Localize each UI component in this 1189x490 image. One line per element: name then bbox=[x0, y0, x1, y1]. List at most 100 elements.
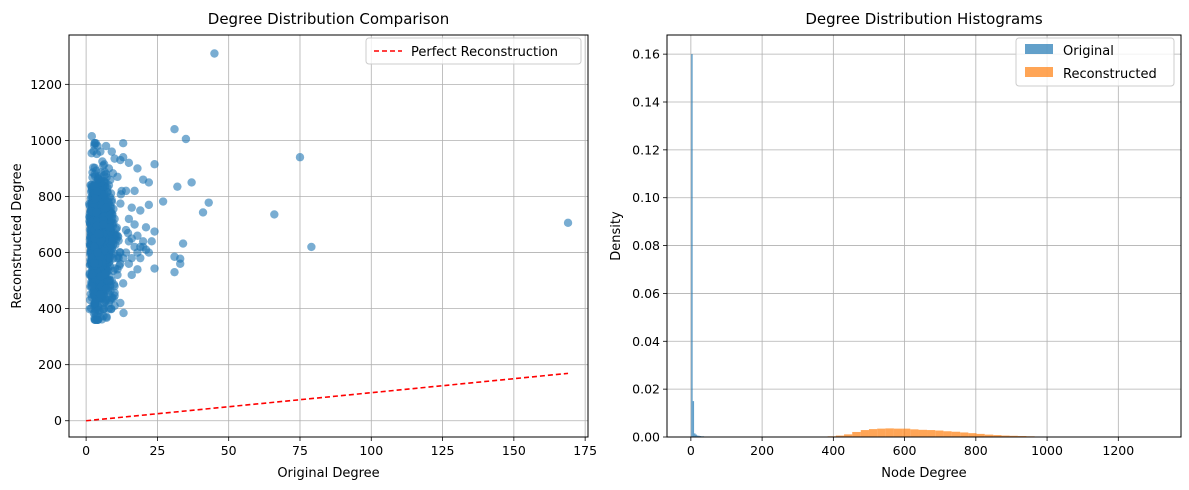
right-legend-box bbox=[1015, 37, 1175, 87]
scatter-point bbox=[87, 270, 97, 280]
original-histogram-bar bbox=[692, 401, 695, 437]
left-chart-title: Degree Distribution Comparison bbox=[208, 10, 449, 28]
left-y-tick-label: 400 bbox=[38, 301, 62, 316]
scatter-point bbox=[101, 284, 111, 294]
right-ticks: 0 200 400 600 800 1000 1200 0.00 0.02 0.04 0.06 0.0… bbox=[632, 47, 1134, 458]
left-ticks: 0 25 50 75 100 125 150 175 0 200 400 600 800 1000 1200 bbox=[30, 77, 597, 458]
left-plot-area bbox=[69, 35, 588, 437]
scatter-point bbox=[118, 279, 128, 288]
right-legend: Original Reconstructed bbox=[1015, 37, 1175, 87]
scatter-point bbox=[158, 197, 168, 206]
left-reference-line bbox=[86, 372, 569, 422]
scatter-point bbox=[113, 231, 122, 240]
perfect-reconstruction-line bbox=[86, 372, 569, 422]
reconstructed-histogram-bar bbox=[852, 431, 861, 437]
reconstructed-histogram-bar bbox=[893, 428, 903, 437]
left-y-tick-label: 200 bbox=[38, 357, 62, 372]
right-y-tick-label: 0.02 bbox=[632, 382, 660, 397]
scatter-point bbox=[101, 169, 111, 179]
scatter-point bbox=[92, 208, 101, 217]
scatter-point bbox=[204, 198, 213, 207]
right-plot-frame bbox=[666, 34, 1182, 438]
scatter-point bbox=[107, 276, 116, 285]
reconstructed-histogram-bar bbox=[844, 434, 853, 437]
left-gridlines bbox=[69, 35, 588, 437]
left-x-tick-label: 150 bbox=[502, 443, 526, 458]
scatter-point bbox=[100, 269, 110, 279]
right-y-tick-label: 0.10 bbox=[632, 190, 660, 205]
scatter-point bbox=[150, 227, 159, 236]
scatter-point bbox=[113, 172, 122, 182]
reconstructed-histogram-bar bbox=[835, 435, 845, 437]
right-plot-area bbox=[667, 35, 1181, 437]
scatter-point bbox=[90, 242, 99, 251]
scatter-point bbox=[170, 267, 179, 277]
scatter-point bbox=[116, 199, 125, 208]
right-x-tick-label: 400 bbox=[821, 443, 845, 458]
right-y-tick-label: 0.08 bbox=[632, 238, 660, 253]
scatter-point bbox=[110, 154, 119, 163]
scatter-point bbox=[108, 236, 117, 246]
scatter-point bbox=[270, 210, 279, 219]
scatter-point bbox=[173, 182, 182, 191]
scatter-point bbox=[124, 158, 134, 168]
left-legend-box bbox=[365, 37, 582, 65]
right-y-axis-label: Density bbox=[609, 211, 624, 261]
scatter-point bbox=[127, 270, 136, 280]
left-plot-frame bbox=[68, 34, 589, 438]
scatter-point bbox=[101, 203, 111, 212]
reconstructed-histogram-bar bbox=[968, 433, 977, 437]
scatter-point bbox=[127, 234, 136, 243]
scatter-point bbox=[104, 304, 114, 313]
scatter-point bbox=[144, 248, 154, 257]
scatter-point bbox=[96, 290, 105, 299]
scatter-point bbox=[147, 237, 156, 246]
left-y-axis-label: Reconstructed Degree bbox=[10, 163, 25, 308]
reconstructed-histogram-bar bbox=[951, 431, 961, 437]
left-y-tick-label: 800 bbox=[38, 189, 62, 204]
legend-reconstructed-swatch-icon bbox=[1025, 67, 1053, 77]
scatter-point bbox=[130, 220, 139, 229]
reconstructed-histogram-bar bbox=[927, 430, 936, 437]
reconstructed-histogram-bar bbox=[860, 430, 869, 437]
scatter-point bbox=[90, 298, 99, 308]
reconstructed-histogram-bar bbox=[1009, 435, 1018, 437]
reconstructed-histogram-bar bbox=[868, 429, 878, 437]
left-x-tick-label: 25 bbox=[149, 443, 165, 458]
scatter-point bbox=[181, 134, 191, 144]
original-histogram-bar bbox=[695, 434, 697, 437]
legend-reconstructed: Reconstructed bbox=[1063, 67, 1157, 82]
original-histogram-bar bbox=[696, 435, 699, 437]
scatter-point bbox=[124, 214, 134, 224]
scatter-point bbox=[178, 239, 188, 248]
right-y-tick-label: 0.12 bbox=[632, 142, 660, 157]
scatter-point bbox=[210, 49, 219, 58]
scatter-point bbox=[118, 253, 128, 263]
right-x-tick-label: 1000 bbox=[1031, 443, 1063, 458]
scatter-point bbox=[113, 265, 122, 274]
scatter-point bbox=[144, 200, 154, 210]
scatter-point bbox=[87, 132, 97, 141]
scatter-point bbox=[105, 223, 114, 232]
scatter-point bbox=[93, 229, 103, 239]
left-x-tick-label: 0 bbox=[82, 443, 90, 458]
right-y-tick-label: 0.04 bbox=[632, 334, 660, 349]
scatter-point bbox=[187, 178, 196, 187]
reconstructed-histogram-bar bbox=[984, 434, 994, 437]
left-x-tick-label: 175 bbox=[573, 443, 597, 458]
reconstructed-histogram-bar bbox=[960, 432, 969, 437]
left-x-tick-label: 50 bbox=[221, 443, 237, 458]
scatter-point bbox=[90, 139, 99, 148]
scatter-point bbox=[109, 248, 119, 258]
right-x-tick-label: 800 bbox=[964, 443, 988, 458]
scatter-point bbox=[130, 186, 139, 196]
scatter-point bbox=[138, 175, 148, 184]
reconstructed-histogram-bar bbox=[935, 430, 944, 437]
scatter-point bbox=[119, 308, 128, 318]
scatter-point bbox=[93, 187, 102, 196]
scatter-point bbox=[121, 186, 131, 196]
scatter-point bbox=[127, 203, 136, 212]
right-x-tick-label: 200 bbox=[750, 443, 774, 458]
left-y-tick-label: 0 bbox=[54, 413, 62, 428]
legend-original: Original bbox=[1063, 44, 1114, 59]
